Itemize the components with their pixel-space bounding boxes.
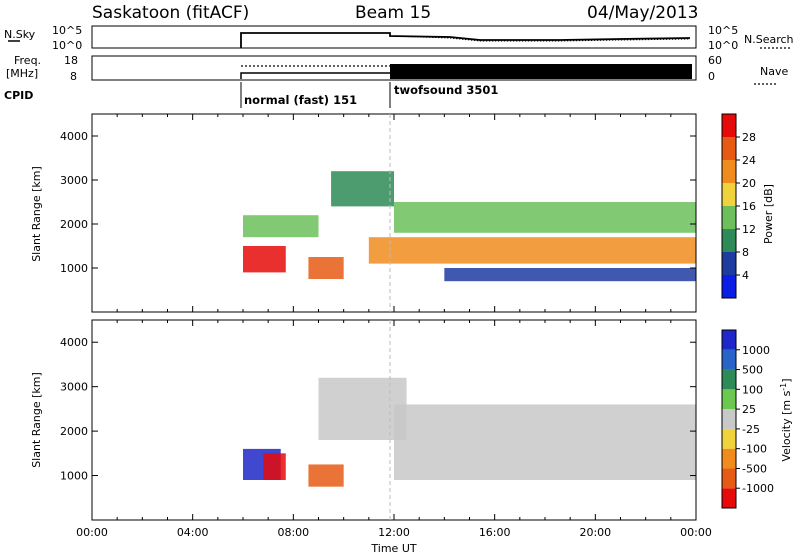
- velocity-xtick-label-0: 00:00: [76, 526, 108, 539]
- power-colorbar-swatch-4: [722, 183, 736, 206]
- power-region-0: [243, 246, 286, 273]
- cpid-label: CPID: [4, 89, 33, 102]
- velocity-xtick-label-5: 20:00: [579, 526, 611, 539]
- velocity-colorbar: 1000 500 100 25 -25 -100 -500 -1000 Velocity [m…: [721, 329, 793, 509]
- velocity-region-1: [263, 453, 286, 480]
- velocity-ytick-label-2: 3000: [60, 381, 88, 394]
- velocity-region-4: [394, 404, 696, 480]
- nave-right-tick-low: 0: [708, 70, 715, 83]
- velocity-ylabel: Slant Range [km]: [30, 372, 43, 468]
- velocity-colorbar-swatch-1: [722, 468, 736, 489]
- power-region-5: [394, 202, 696, 233]
- velocity-colorbar-tick-label-6: -500: [742, 462, 767, 475]
- power-ytick-label-0: 1000: [60, 262, 88, 275]
- velocity-panel: 1000 2000 3000 4000 00:00 04:00 08:00 12:00 16:0…: [30, 319, 712, 554]
- velocity-colorbar-tick-label-3: 25: [742, 403, 756, 416]
- power-ytick-label-3: 4000: [60, 130, 88, 143]
- noise-left-tick-low: 10^0: [52, 39, 82, 52]
- power-region-1: [308, 257, 344, 279]
- power-colorbar-tick-label-3: 16: [742, 200, 756, 213]
- freq-unit-label: [MHz]: [6, 67, 38, 80]
- power-panel: 1000 2000 3000 4000 Slant Range [km]: [30, 113, 697, 313]
- velocity-colorbar-tick-label-4: -25: [742, 423, 760, 436]
- power-colorbar-swatch-0: [722, 275, 736, 298]
- freq-left-tick-low: 8: [70, 70, 77, 83]
- power-region-3: [331, 171, 394, 207]
- power-colorbar-tick-label-0: 28: [742, 131, 756, 144]
- power-colorbar-swatch-7: [722, 114, 736, 137]
- power-colorbar-label: Power [dB]: [762, 184, 775, 244]
- cpid-mode-twofsound: twofsound 3501: [394, 83, 498, 97]
- power-colorbar-tick-label-2: 20: [742, 177, 756, 190]
- nave-right-tick-high: 60: [708, 54, 722, 67]
- beam-label: Beam 15: [355, 3, 431, 23]
- velocity-colorbar-swatch-2: [722, 448, 736, 469]
- velocity-xtick-label-2: 08:00: [277, 526, 309, 539]
- velocity-xtick-label-4: 16:00: [479, 526, 511, 539]
- velocity-ytick-label-1: 2000: [60, 425, 88, 438]
- velocity-colorbar-swatch-0: [722, 488, 736, 508]
- noise-left-tick-high: 10^5: [52, 24, 82, 37]
- velocity-region-2: [308, 464, 344, 487]
- noise-right-tick-high: 10^5: [708, 24, 738, 37]
- noise-sky-label: N.Sky: [4, 28, 36, 41]
- power-colorbar: 28 24 20 16 12 8 4 Power [dB]: [721, 113, 775, 299]
- power-colorbar-tick-label-5: 8: [742, 246, 749, 259]
- station-title: Saskatoon (fitACF): [92, 3, 249, 23]
- freq-left-tick-high: 18: [64, 54, 78, 67]
- nave-block: [390, 64, 692, 79]
- power-colorbar-swatch-1: [722, 252, 736, 275]
- nave-label: Nave: [760, 65, 788, 78]
- velocity-colorbar-tick-label-7: -1000: [742, 482, 774, 495]
- power-colorbar-tick-label-1: 24: [742, 154, 756, 167]
- power-colorbar-swatch-6: [722, 137, 736, 160]
- noise-right-tick-low: 10^0: [708, 39, 738, 52]
- power-colorbar-tick-label-6: 4: [742, 269, 749, 282]
- power-ytick-label-2: 3000: [60, 174, 88, 187]
- power-region-2: [243, 215, 319, 238]
- velocity-colorbar-label: Velocity [m s-1]: [779, 378, 793, 461]
- noise-sky-trace: [240, 32, 691, 48]
- cpid-mode-normal: normal (fast) 151: [244, 93, 357, 107]
- power-colorbar-swatch-3: [722, 206, 736, 229]
- velocity-colorbar-tick-label-5: -100: [742, 443, 767, 456]
- velocity-xtick-label-6: 00:00: [680, 526, 712, 539]
- velocity-colorbar-swatch-4: [722, 409, 736, 429]
- power-colorbar-tick-label-4: 12: [742, 223, 756, 236]
- freq-trace: [240, 72, 390, 79]
- velocity-colorbar-tick-label-1: 500: [742, 364, 763, 377]
- noise-panel: N.Sky 10^5 10^0 10^5 10^0 N.Search: [4, 24, 794, 52]
- freq-label: Freq.: [14, 54, 41, 67]
- velocity-ytick-label-0: 1000: [60, 470, 88, 483]
- velocity-colorbar-swatch-6: [722, 369, 736, 390]
- power-ytick-label-1: 2000: [60, 218, 88, 231]
- cpid-row: CPID normal (fast) 151 twofsound 3501: [4, 82, 498, 108]
- power-region-4: [368, 237, 696, 264]
- date-label: 04/May/2013: [587, 3, 699, 23]
- freq-panel: Freq. [MHz] 18 8 60 0 Nave: [6, 54, 788, 85]
- power-region-6: [444, 268, 696, 282]
- velocity-colorbar-swatch-7: [722, 349, 736, 370]
- velocity-colorbar-swatch-5: [722, 389, 736, 410]
- velocity-colorbar-tick-label-0: 1000: [742, 344, 770, 357]
- power-colorbar-swatch-5: [722, 160, 736, 183]
- velocity-colorbar-frame: [721, 329, 737, 509]
- noise-search-label: N.Search: [744, 33, 794, 46]
- velocity-colorbar-tick-label-2: 100: [742, 383, 763, 396]
- velocity-ytick-label-3: 4000: [60, 336, 88, 349]
- power-colorbar-swatch-2: [722, 229, 736, 252]
- velocity-region-3: [318, 377, 407, 440]
- velocity-colorbar-swatch-8: [722, 330, 736, 350]
- velocity-colorbar-swatch-3: [722, 428, 736, 449]
- velocity-xtick-label-3: 12:00: [378, 526, 410, 539]
- time-axis-label: Time UT: [370, 542, 416, 554]
- power-ylabel: Slant Range [km]: [30, 166, 43, 262]
- noise-search-trace: [389, 35, 691, 42]
- velocity-xtick-label-1: 04:00: [177, 526, 209, 539]
